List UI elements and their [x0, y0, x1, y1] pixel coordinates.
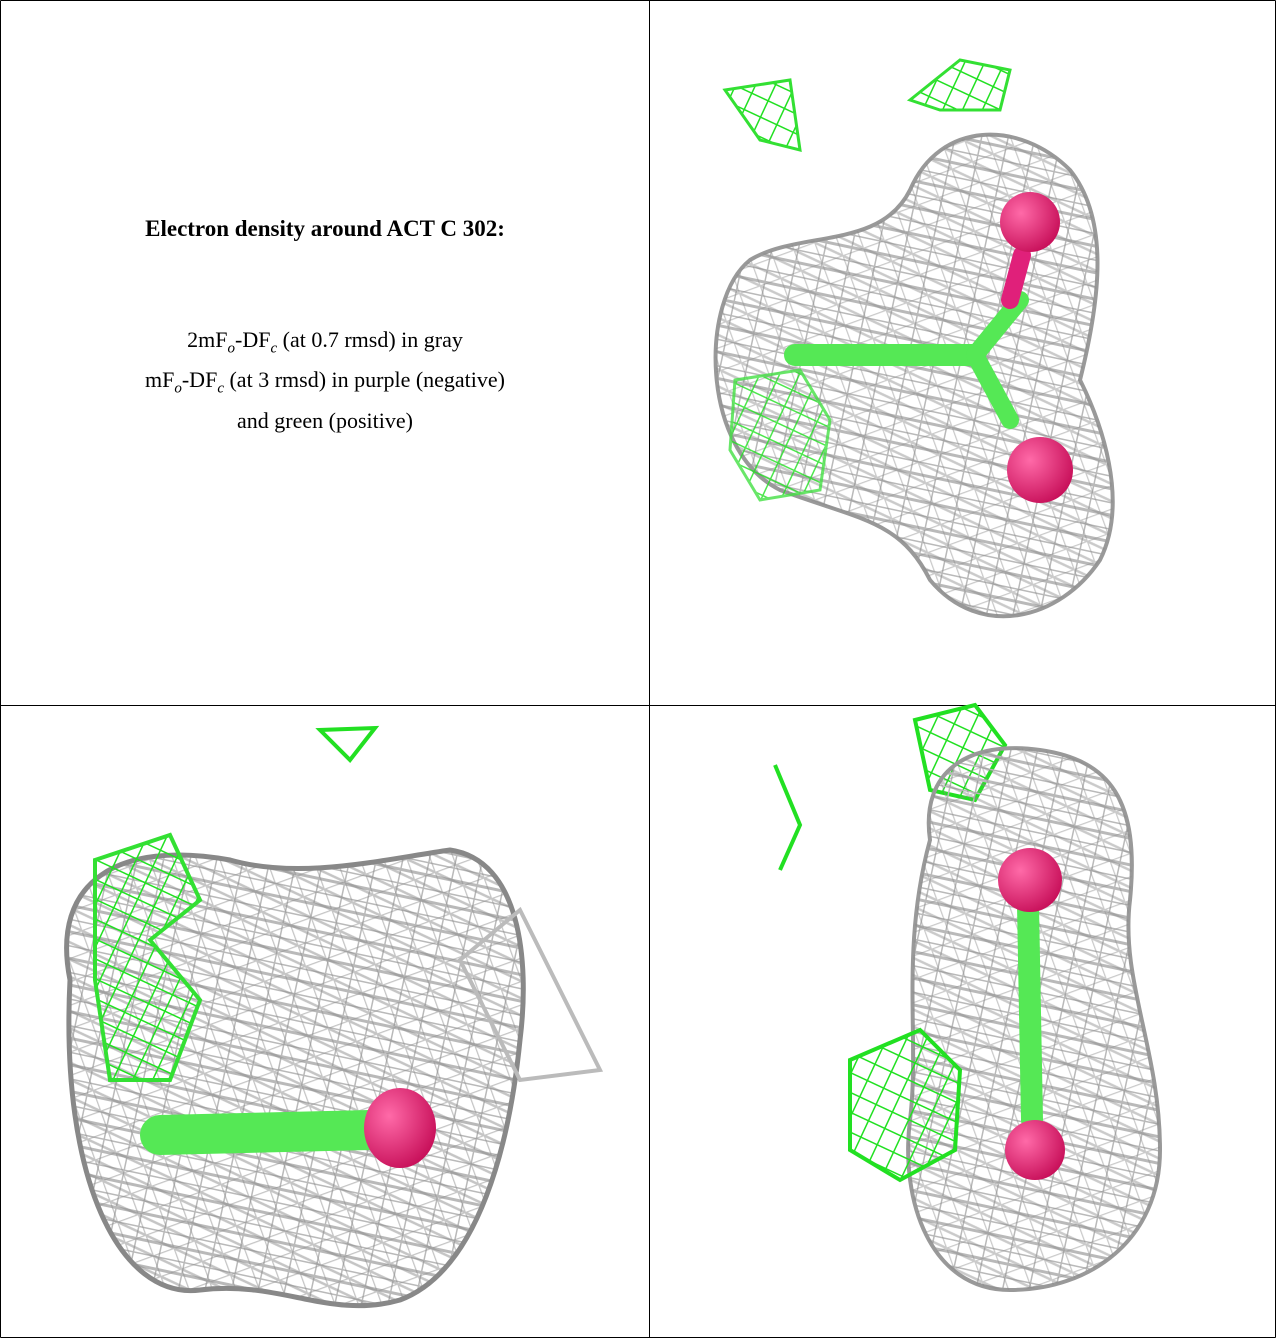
caption-line: 2mFo-DFc (at 0.7 rmsd) in gray — [2, 324, 648, 364]
density-view-2 — [67, 728, 600, 1306]
text: 2mF — [187, 327, 227, 352]
text: and green (positive) — [237, 408, 413, 433]
density-view-3 — [775, 705, 1160, 1290]
text: (at 3 rmsd) in purple (negative) — [224, 367, 505, 392]
caption-line: and green (positive) — [2, 405, 648, 437]
caption-cell: Electron density around ACT C 302: 2mFo-… — [2, 2, 648, 704]
text: -DF — [182, 367, 217, 392]
text: -DF — [235, 327, 270, 352]
density-view-1 — [716, 60, 1113, 616]
caption-title: Electron density around ACT C 302: — [2, 216, 648, 242]
text: (at 0.7 rmsd) in gray — [277, 327, 463, 352]
subscript: o — [174, 381, 182, 397]
subscript: c — [217, 381, 224, 397]
caption-lines: 2mFo-DFc (at 0.7 rmsd) in gray mFo-DFc (… — [2, 324, 648, 437]
subscript: o — [228, 340, 236, 356]
page: Electron density around ACT C 302: 2mFo-… — [0, 0, 1276, 1338]
text: mF — [145, 367, 174, 392]
caption-line: mFo-DFc (at 3 rmsd) in purple (negative) — [2, 364, 648, 404]
